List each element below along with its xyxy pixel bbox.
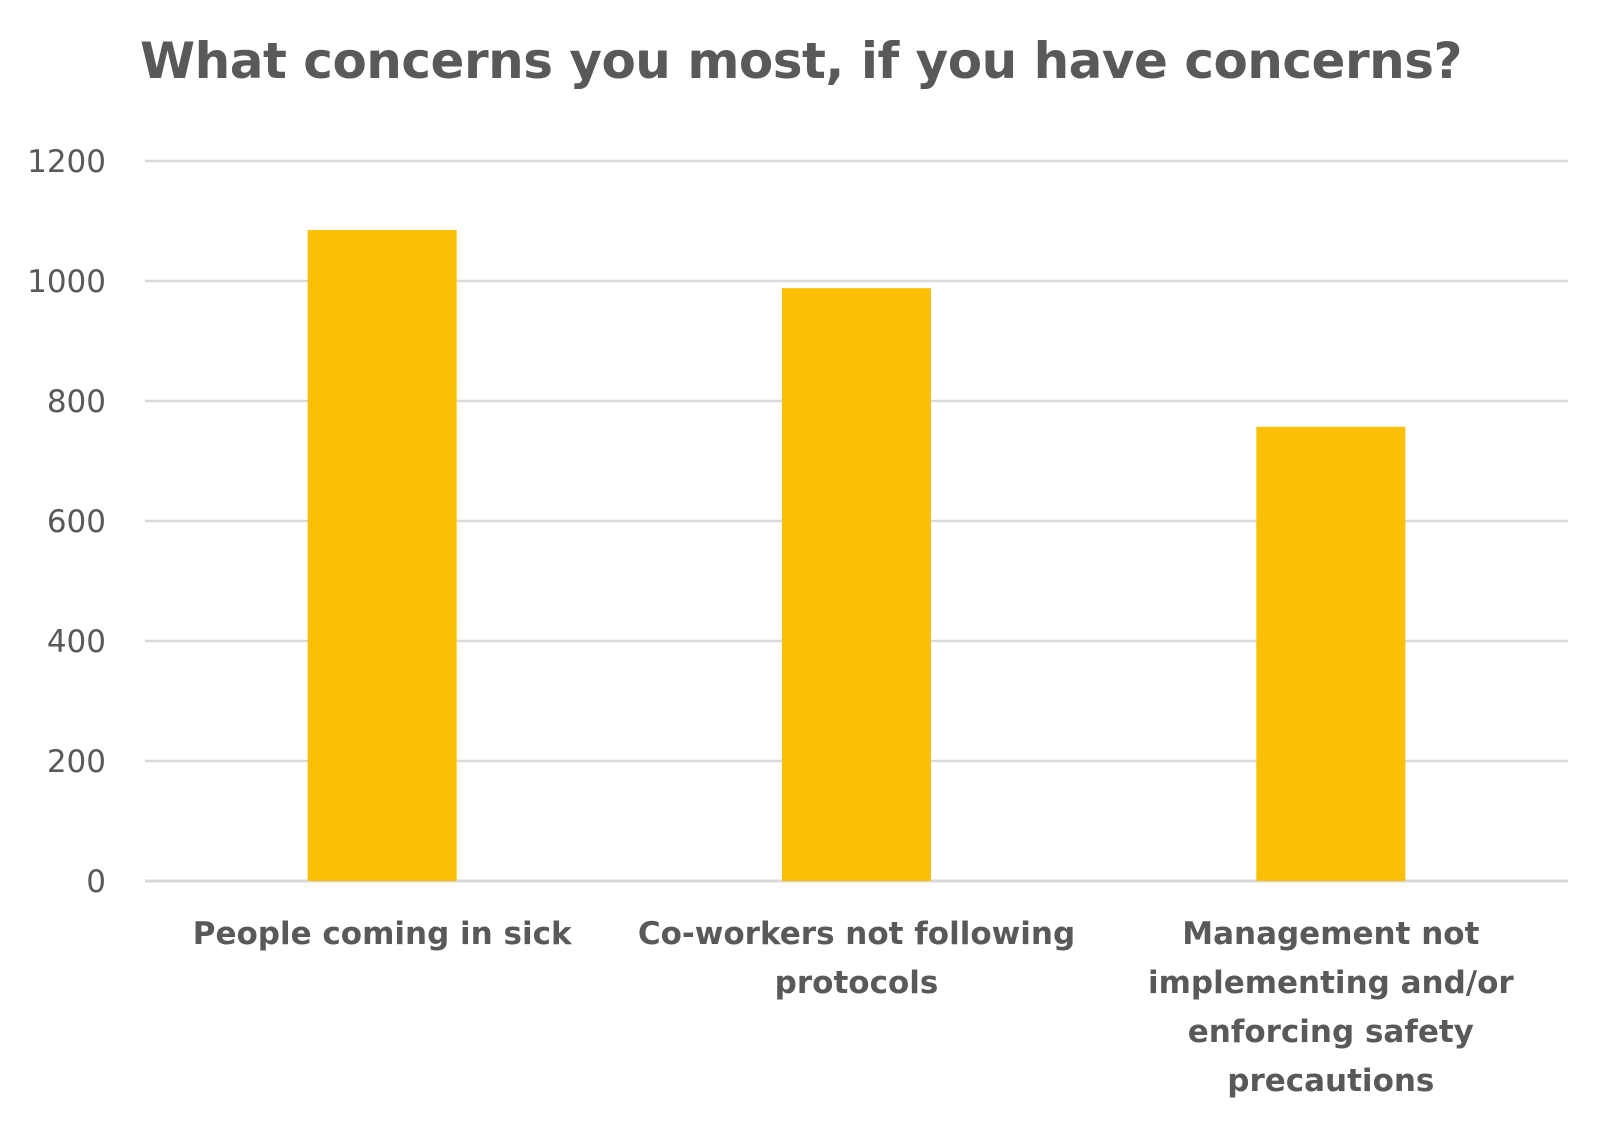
y-tick-label: 600 <box>47 504 106 540</box>
x-category-label: Co-workers not following protocols <box>638 916 1075 1001</box>
bar-1 <box>307 230 457 881</box>
x-category-label: People coming in sick <box>193 916 573 952</box>
y-tick-label: 0 <box>86 864 106 900</box>
chart-title: What concerns you most, if you have conc… <box>140 32 1462 90</box>
x-category-label: Management not implementing and/or enforci… <box>1148 916 1514 1099</box>
y-tick-label: 400 <box>47 624 106 660</box>
y-tick-label: 1000 <box>27 264 106 300</box>
y-tick-label: 800 <box>47 384 106 420</box>
bars <box>307 230 1406 881</box>
x-axis-category-labels: People coming in sick Co-workers not foll… <box>193 916 1515 1099</box>
bar-3 <box>1256 426 1406 881</box>
y-tick-label: 1200 <box>27 144 106 180</box>
bar-2 <box>782 288 931 881</box>
y-tick-label: 200 <box>47 744 106 780</box>
y-axis-tick-labels: 0 200 400 600 800 1000 1200 <box>27 144 106 900</box>
